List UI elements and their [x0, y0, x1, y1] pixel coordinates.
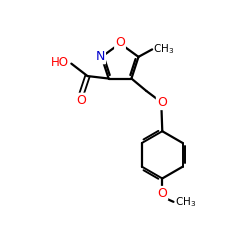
Text: O: O [157, 96, 167, 109]
Text: CH$_3$: CH$_3$ [154, 42, 174, 56]
Text: O: O [115, 36, 125, 50]
Text: O: O [76, 94, 86, 107]
Text: O: O [157, 187, 167, 200]
Text: HO: HO [51, 56, 69, 69]
Text: N: N [96, 50, 105, 63]
Text: CH$_3$: CH$_3$ [175, 195, 196, 209]
